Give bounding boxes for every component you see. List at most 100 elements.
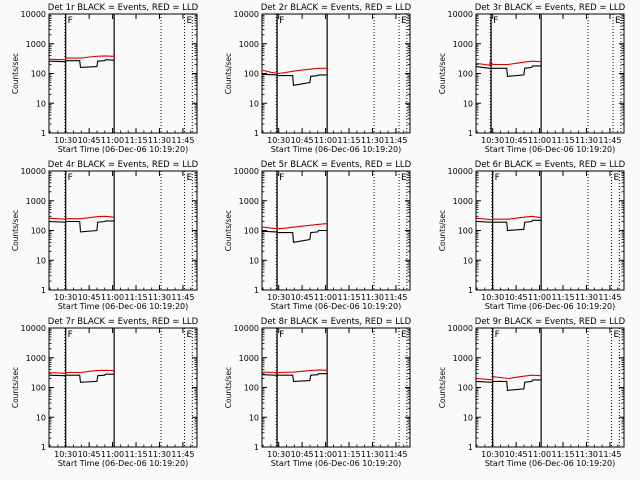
panel-9-xtick-label-2: 11:00 (528, 450, 551, 459)
panel-8-xtick-label-4: 11:30 (361, 450, 384, 459)
panel-6-ylabel: Counts/sec (438, 210, 447, 251)
panel-7-ytick-label-3: 1000 (26, 354, 46, 363)
panel-6-series-black (475, 219, 542, 232)
panel-1-xtick-label-5: 11:45 (171, 136, 194, 145)
panel-5-xtick-label-1: 10:45 (291, 293, 314, 302)
panel-7-series-red (48, 369, 115, 374)
panel-8-ytick-label-3: 1000 (239, 354, 259, 363)
panel-8-ylabel: Counts/sec (224, 367, 233, 408)
panel-7-ytick-label-4: 10000 (21, 324, 46, 333)
panel-2-xtick-label-3: 11:15 (337, 136, 360, 145)
panel-1-marker-label-4: E (186, 16, 192, 26)
panel-3-xtick-label-2: 11:00 (528, 136, 551, 145)
panel-9-xtick-label-0: 10:30 (481, 450, 504, 459)
panel-2-xtick-label-2: 11:00 (314, 136, 337, 145)
panel-9-marker-label-4: E (613, 330, 619, 340)
panel-2-xtick-label-4: 11:30 (361, 136, 384, 145)
panel-3-marker-label-4: E (615, 16, 621, 26)
panel-4-ytick-label-2: 100 (31, 227, 46, 236)
panel-6-xtick-label-4: 11:30 (575, 293, 598, 302)
panel-4-xtick-label-3: 11:15 (124, 293, 147, 302)
panel-9: Det 9r BLACK = Events, RED = LLD 1 10 100 10… (438, 317, 626, 468)
panel-1-ytick-label-1: 10 (36, 99, 46, 108)
panel-5-ytick-label-4: 10000 (234, 167, 259, 176)
panel-4-xtick-label-0: 10:30 (54, 293, 77, 302)
panel-1-ytick-label-0: 1 (41, 129, 46, 138)
panel-1: Det 1r BLACK = Events, RED = LLD 1 10 100 10… (11, 3, 199, 154)
panel-9-marker-label-0: F (495, 330, 500, 340)
panel-3-ytick-label-1: 10 (463, 99, 473, 108)
panel-4-series-black (48, 220, 115, 233)
panel-7-ytick-label-2: 100 (31, 384, 46, 393)
panel-4-ytick-label-1: 10 (36, 256, 46, 265)
panel-1-xtick-label-1: 10:45 (78, 136, 101, 145)
panel-6-title: Det 6r BLACK = Events, RED = LLD (475, 160, 626, 170)
panel-2-xtick-label-0: 10:30 (267, 136, 290, 145)
panel-6-marker-label-4: E (613, 173, 619, 183)
panel-5-title: Det 5r BLACK = Events, RED = LLD (261, 160, 412, 170)
panel-1-series-red (48, 55, 115, 61)
panel-2-series-red (261, 67, 328, 75)
panel-5-ylabel: Counts/sec (224, 210, 233, 251)
panel-7-xlabel: Start Time (06-Dec-06 10:19:20) (58, 459, 189, 468)
panel-9-xlabel: Start Time (06-Dec-06 10:19:20) (485, 459, 616, 468)
panel-2-title: Det 2r BLACK = Events, RED = LLD (261, 3, 412, 13)
panel-1-ytick-label-2: 100 (31, 70, 46, 79)
panel-8-xtick-label-1: 10:45 (291, 450, 314, 459)
panel-2-ytick-label-4: 10000 (234, 10, 259, 19)
panel-6-ytick-label-2: 100 (458, 227, 473, 236)
panel-7-marker-label-0: F (68, 330, 73, 340)
panel-8: Det 8r BLACK = Events, RED = LLD 1 10 100 10… (224, 317, 412, 468)
panel-2-series-black (261, 73, 328, 86)
panel-3-xtick-label-3: 11:15 (551, 136, 574, 145)
panel-2-ylabel: Counts/sec (224, 53, 233, 94)
panel-8-xlabel: Start Time (06-Dec-06 10:19:20) (271, 459, 402, 468)
panel-5-xtick-label-2: 11:00 (314, 293, 337, 302)
panel-7-xtick-label-5: 11:45 (171, 450, 194, 459)
panel-7-xtick-label-3: 11:15 (124, 450, 147, 459)
panel-8-xtick-label-2: 11:00 (314, 450, 337, 459)
panel-4-ytick-label-3: 1000 (26, 197, 46, 206)
panel-6-xtick-label-1: 10:45 (505, 293, 528, 302)
panel-2-xtick-label-1: 10:45 (291, 136, 314, 145)
panel-1-series-black (48, 59, 115, 68)
panel-1-xtick-label-0: 10:30 (54, 136, 77, 145)
panel-2-ytick-label-0: 1 (254, 129, 259, 138)
panel-4-xtick-label-2: 11:00 (101, 293, 124, 302)
panel-1-xtick-label-4: 11:30 (148, 136, 171, 145)
panel-3-ytick-label-4: 10000 (448, 10, 473, 19)
panel-6-xlabel: Start Time (06-Dec-06 10:19:20) (485, 302, 616, 311)
panel-9-series-red (475, 374, 542, 381)
panel-8-ytick-label-0: 1 (254, 443, 259, 452)
panel-3-xlabel: Start Time (06-Dec-06 10:19:20) (485, 145, 616, 154)
panel-5-xtick-label-5: 11:45 (384, 293, 407, 302)
panel-4-ytick-label-0: 1 (41, 286, 46, 295)
panel-2-ytick-label-1: 10 (249, 99, 259, 108)
panel-2-xtick-label-5: 11:45 (384, 136, 407, 145)
panel-2-ytick-label-2: 100 (244, 70, 259, 79)
panel-3-xtick-label-1: 10:45 (505, 136, 528, 145)
panel-5-xtick-label-3: 11:15 (337, 293, 360, 302)
panel-5-ytick-label-3: 1000 (239, 197, 259, 206)
panel-2-xlabel: Start Time (06-Dec-06 10:19:20) (271, 145, 402, 154)
panel-5-xlabel: Start Time (06-Dec-06 10:19:20) (271, 302, 402, 311)
panel-8-ytick-label-2: 100 (244, 384, 259, 393)
panel-1-ytick-label-3: 1000 (26, 40, 46, 49)
panel-3-xtick-label-4: 11:30 (575, 136, 598, 145)
panel-9-xtick-label-4: 11:30 (575, 450, 598, 459)
panel-4-title: Det 4r BLACK = Events, RED = LLD (48, 160, 199, 170)
panel-5-xtick-label-4: 11:30 (361, 293, 384, 302)
panel-4-marker-label-4: E (186, 173, 192, 183)
panel-9-title: Det 9r BLACK = Events, RED = LLD (475, 317, 626, 327)
panel-9-xtick-label-3: 11:15 (551, 450, 574, 459)
panel-9-ylabel: Counts/sec (438, 367, 447, 408)
panel-5-ytick-label-2: 100 (244, 227, 259, 236)
panel-7-marker-label-4: E (186, 330, 192, 340)
panel-4-ytick-label-4: 10000 (21, 167, 46, 176)
panel-3: Det 3r BLACK = Events, RED = LLD 1 10 100 10… (438, 3, 626, 154)
panel-6-xtick-label-3: 11:15 (551, 293, 574, 302)
panel-7-series-black (48, 373, 115, 383)
panel-2-marker-label-4: E (401, 16, 407, 26)
